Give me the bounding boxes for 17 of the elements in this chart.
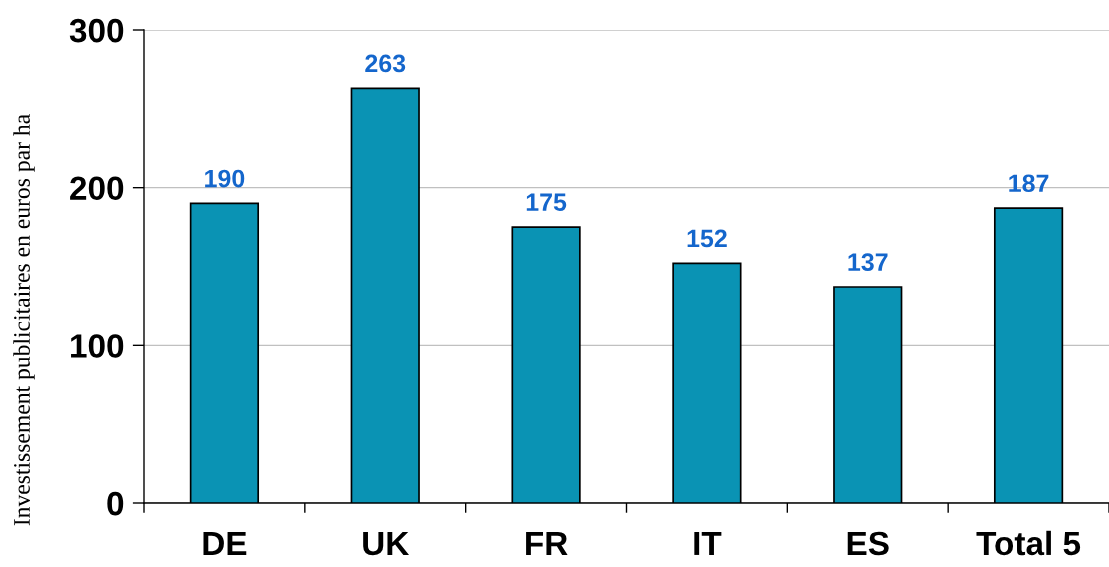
x-tick-label: DE	[203, 532, 247, 555]
data-label: 137	[848, 253, 888, 271]
data-label: 190	[205, 169, 245, 188]
y-tick-label: 300	[69, 18, 124, 43]
y-tick-label: 100	[71, 334, 124, 358]
y-tick-label: 0	[107, 491, 124, 516]
x-tick-label: ES	[847, 531, 889, 556]
data-label: 263	[365, 54, 406, 73]
data-label: 175	[526, 193, 567, 212]
x-tick-label: IT	[694, 532, 722, 555]
data-label: 152	[687, 229, 727, 248]
y-tick-label: 200	[70, 176, 124, 201]
y-axis-title: Investissement publicitaires en euros par ha	[13, 114, 35, 526]
x-tick-label: UK	[363, 532, 410, 556]
data-label: 187	[1009, 174, 1049, 193]
x-tick-label: Total 5	[976, 530, 1081, 556]
x-tick-label: FR	[526, 532, 568, 555]
